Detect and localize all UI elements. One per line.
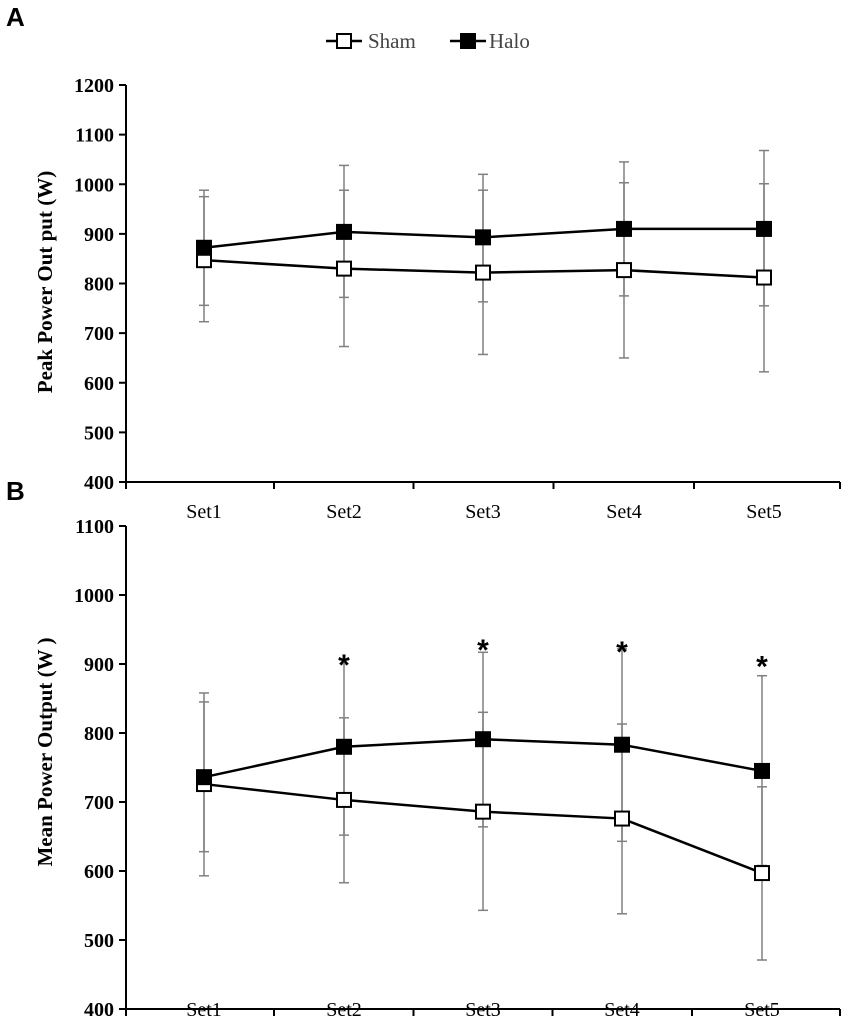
panel-b-y-tick-label: 900 [84,654,114,676]
panel-b-markers [196,731,770,882]
panel-a-x-tick-label: Set3 [465,501,501,523]
panel-b-significance-star: * [477,634,489,667]
panel-b-y-tick-label: 500 [84,930,114,952]
panel-a-y-tick-label: 600 [84,373,114,395]
panel-b-sham-point [754,865,770,882]
panel-a-halo-point [616,220,632,237]
panel-b-halo-point [754,762,770,779]
legend-halo-label: Halo [489,29,530,53]
panel-a-y-tick-label: 1200 [74,75,114,97]
panel-b-y-tick-label: 800 [84,723,114,745]
panel-b-halo-point [196,769,212,786]
panel-a-y-ticks: 400 500 600 700 800 900 1000 1100 1200 [74,75,126,494]
panel-a-y-tick-label: 900 [84,224,114,246]
panel-a-sham-point [756,269,772,286]
panel-a-sham-point [336,260,352,277]
panel-a-x-tick-label: Set1 [186,501,222,523]
panel-a-x-tick-label: Set5 [746,501,782,523]
panel-b-y-tick-label: 700 [84,792,114,814]
legend: Sham Halo [326,29,530,53]
panel-a-halo-point [336,223,352,240]
panel-b-significance-star: * [338,649,350,682]
legend-sham-marker [336,33,352,49]
panel-a-chart: Peak Power Out put (W) 400 500 600 700 800 90… [33,75,841,523]
panel-a-axes [125,85,840,483]
panel-a-y-tick-label: 500 [84,422,114,444]
panel-b-y-tick-label: 1000 [74,585,114,607]
panel-a-x-tick-label: Set2 [326,501,362,523]
legend-sham-label: Sham [368,29,416,53]
panel-b-y-tick-label: 1100 [75,516,114,538]
panel-b-significance-star: * [756,650,768,683]
panel-a-y-tick-label: 800 [84,274,114,296]
panel-a-y-tick-label: 1100 [75,125,114,147]
panel-b-halo-point [614,736,630,753]
panel-a-halo-point [475,229,491,246]
panel-a-x-tick-label: Set4 [606,501,642,523]
panel-b-y-ticks: 400 500 600 700 800 900 1000 1100 [74,516,126,1021]
panel-b-sham-point [336,791,352,808]
panel-b-significance-star: * [616,636,628,669]
panel-a-sham-point [475,264,491,281]
panel-b-halo-point [475,731,491,748]
panel-a-y-tick-label: 700 [84,323,114,345]
panel-b-halo-point [336,738,352,755]
panel-a-y-tick-label: 400 [84,472,114,494]
panel-b-sham-point [614,810,630,827]
panel-a-markers [196,220,772,286]
panel-a-y-axis-title: Peak Power Out put (W) [33,171,57,393]
panel-a-error-bars [199,149,769,373]
panel-a-sham-point [616,262,632,279]
panel-a-letter: A [6,2,25,32]
panel-b-y-axis-title: Mean Power Output (W ) [33,637,57,866]
panel-a-x-ticks: Set1 Set2 Set3 Set4 Set5 [125,482,841,523]
panel-a-halo-point [756,220,772,237]
legend-halo-marker [460,33,476,49]
panel-a-halo-point [196,239,212,256]
panel-b-y-tick-label: 600 [84,861,114,883]
panel-b-sham-point [475,803,491,820]
panel-b-y-tick-label: 400 [84,999,114,1021]
panel-b-axes [125,526,840,1010]
panel-b-letter: B [6,476,25,506]
panel-a-y-tick-label: 1000 [74,174,114,196]
panel-b-chart: Mean Power Output (W ) 400 500 600 700 800 90… [33,516,841,1021]
panel-b-annotations: * * * * [338,634,768,684]
